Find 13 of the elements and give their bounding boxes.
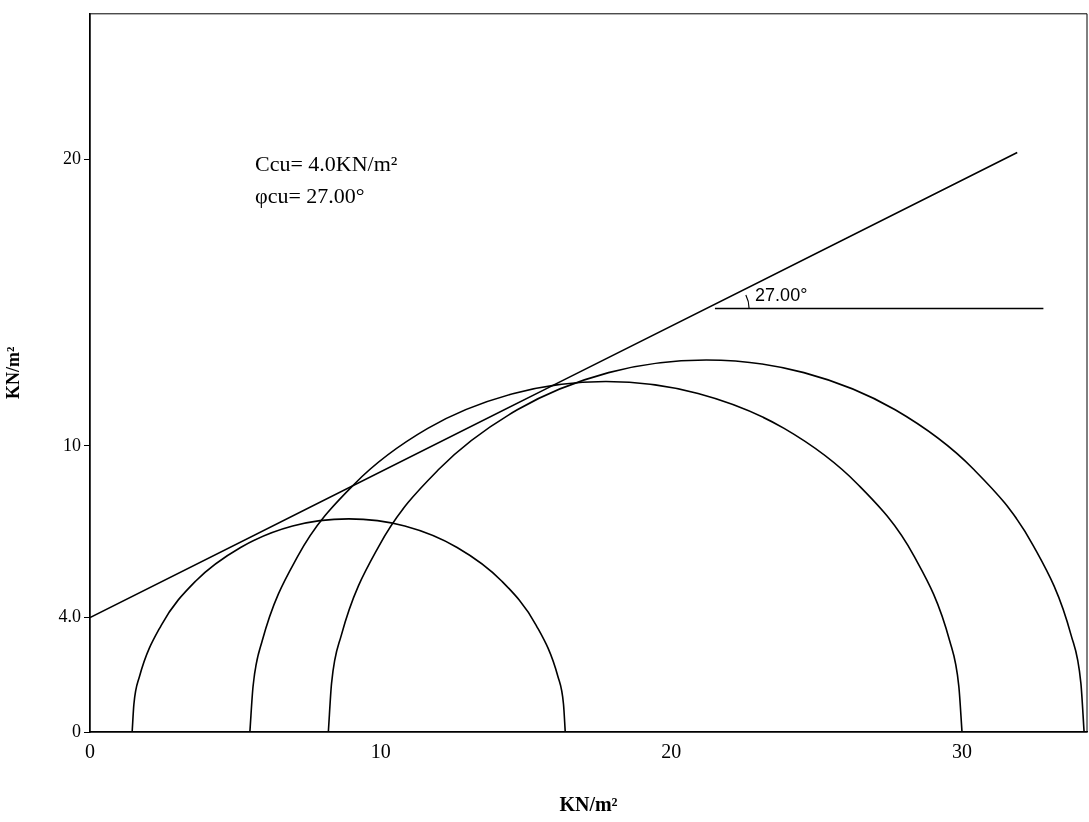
x-tick-label: 0 bbox=[85, 740, 95, 763]
x-tick-label: 10 bbox=[370, 740, 391, 763]
y-tick-label: 0 bbox=[72, 720, 81, 741]
x-tick-label: 20 bbox=[661, 740, 682, 763]
y-tick-label: 20 bbox=[63, 148, 81, 169]
annotation: φcu= 27.00° bbox=[255, 182, 365, 208]
y-axis-title: KN/m² bbox=[3, 346, 24, 400]
annotation: Ccu= 4.0KN/m² bbox=[255, 150, 398, 176]
y-tick-label: 10 bbox=[63, 434, 81, 455]
y-tick-label: 4.0 bbox=[58, 606, 81, 627]
annotation: 27.00° bbox=[755, 285, 808, 306]
x-tick-label: 30 bbox=[952, 740, 973, 763]
x-axis-title: KN/m² bbox=[559, 793, 618, 816]
